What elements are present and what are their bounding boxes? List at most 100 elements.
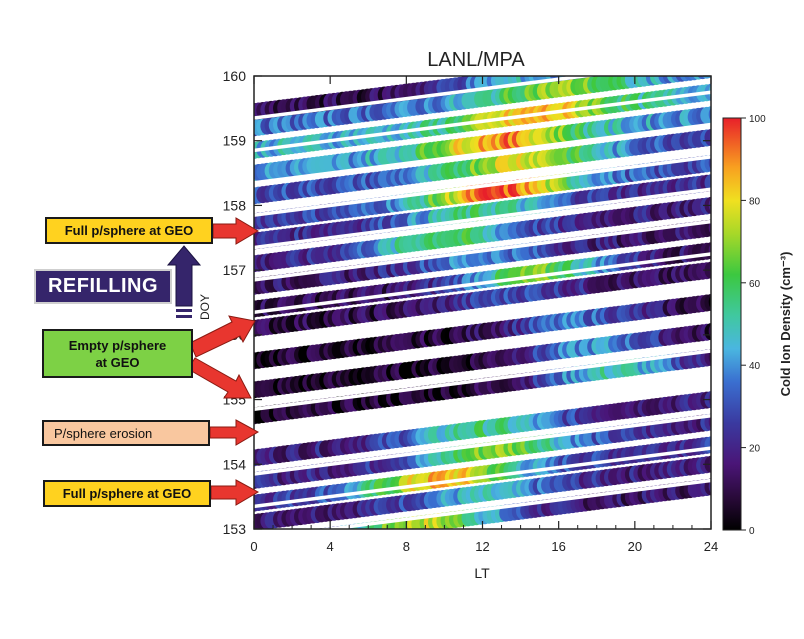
density-point xyxy=(617,56,630,73)
density-point xyxy=(658,51,671,68)
density-point xyxy=(709,61,722,78)
colorbar-tick-label: 80 xyxy=(749,196,761,207)
x-tick-label: 12 xyxy=(475,539,489,554)
density-band xyxy=(254,261,711,337)
density-point xyxy=(590,76,597,77)
density-point xyxy=(290,531,303,548)
density-point xyxy=(298,530,311,547)
x-tick-label: 16 xyxy=(551,539,565,554)
orbit-track-line xyxy=(254,316,711,379)
density-band xyxy=(254,154,711,231)
density-point xyxy=(633,54,646,71)
arrow-empty-upper xyxy=(189,315,256,358)
density-point xyxy=(586,76,593,78)
refilling-label: REFILLING xyxy=(34,269,172,304)
refilling-arrow-stripe-2 xyxy=(176,315,192,318)
colorbar-axis: 0 20 40 60 80 100 xyxy=(741,114,766,537)
density-band xyxy=(254,129,711,205)
orbit-track-line xyxy=(254,76,598,120)
density-point xyxy=(273,533,286,550)
x-axis: 0 4 8 12 16 20 24 xyxy=(250,76,718,554)
orbit-track-line xyxy=(254,284,711,347)
density-point xyxy=(679,48,692,65)
full-psphere-top-label: Full p/sphere at GEO xyxy=(45,217,213,244)
annotation-arrows xyxy=(166,217,260,506)
density-band xyxy=(254,61,722,137)
density-point xyxy=(696,46,709,63)
density-point xyxy=(705,45,718,62)
colorbar-tick-label: 60 xyxy=(749,279,761,290)
density-point xyxy=(646,52,659,69)
x-tick-label: 24 xyxy=(704,539,718,554)
density-band xyxy=(254,391,711,467)
y-tick-label: 160 xyxy=(223,68,247,84)
colorbar-label: Cold Ion Density (cm⁻³) xyxy=(778,252,793,397)
density-band xyxy=(254,294,711,370)
refilling-up-arrow xyxy=(166,245,202,307)
density-point xyxy=(654,51,667,68)
x-tick-label: 4 xyxy=(327,539,334,554)
density-band xyxy=(254,413,711,489)
colorbar-tick-label: 100 xyxy=(749,114,766,125)
x-axis-label: LT xyxy=(474,565,490,581)
refilling-text: REFILLING xyxy=(47,275,159,297)
density-point xyxy=(684,48,697,65)
density-point xyxy=(281,532,294,549)
density-point xyxy=(286,532,299,549)
density-point xyxy=(604,58,617,75)
full-psphere-bottom-label: Full p/sphere at GEO xyxy=(43,480,211,507)
y-tick-label: 154 xyxy=(223,456,247,472)
density-point xyxy=(638,53,651,70)
empty-psphere-line1: Empty p/sphere xyxy=(68,337,167,353)
y-tick-label: 158 xyxy=(223,197,247,213)
density-point xyxy=(265,535,278,552)
x-tick-label: 8 xyxy=(403,539,410,554)
density-point xyxy=(663,50,676,67)
density-point xyxy=(302,530,315,547)
density-band xyxy=(254,174,711,250)
arrow-erosion xyxy=(209,419,260,446)
psphere-erosion-text: P/sphere erosion xyxy=(54,425,153,441)
density-band xyxy=(254,219,711,295)
density-point xyxy=(277,533,290,550)
y-tick-label: 153 xyxy=(223,521,247,537)
density-point xyxy=(709,44,722,61)
orbit-track-line xyxy=(316,478,711,529)
density-point xyxy=(294,531,307,548)
orbit-track-line xyxy=(254,187,711,250)
density-point xyxy=(629,55,642,72)
density-point xyxy=(612,57,625,74)
y-axis-label: DOY xyxy=(198,294,212,320)
arrow-full-bottom xyxy=(210,479,260,506)
x-tick-label: 20 xyxy=(628,539,642,554)
density-point xyxy=(621,56,634,73)
empty-psphere-text: Empty p/sphere at GEO xyxy=(69,337,167,371)
full-psphere-top-text: Full p/sphere at GEO xyxy=(64,223,194,238)
orbit-track-line xyxy=(254,0,711,53)
density-point xyxy=(256,536,269,553)
orbit-tracks xyxy=(254,0,711,529)
colorbar-tick-label: 40 xyxy=(749,361,761,372)
density-point xyxy=(642,53,655,70)
orbit-track-line xyxy=(254,252,711,314)
colorbar-tick-label: 20 xyxy=(749,444,761,455)
density-point xyxy=(596,59,609,76)
y-tick-label: 157 xyxy=(223,262,247,278)
orbit-track-line xyxy=(254,446,711,509)
density-band xyxy=(254,196,711,273)
density-point xyxy=(675,49,688,66)
orbit-track-line xyxy=(254,90,711,153)
density-point xyxy=(596,76,600,77)
density-point xyxy=(650,52,663,69)
density-point xyxy=(307,529,320,546)
density-band xyxy=(256,478,711,553)
density-point xyxy=(667,50,680,67)
orbit-track-line xyxy=(254,414,711,476)
colorbar-tick-label: 0 xyxy=(749,526,755,537)
y-tick-label: 159 xyxy=(223,133,247,149)
density-point xyxy=(260,535,273,552)
arrow-full-top xyxy=(212,217,259,245)
refilling-arrow-stripe-1 xyxy=(176,309,192,312)
density-point xyxy=(315,528,320,529)
